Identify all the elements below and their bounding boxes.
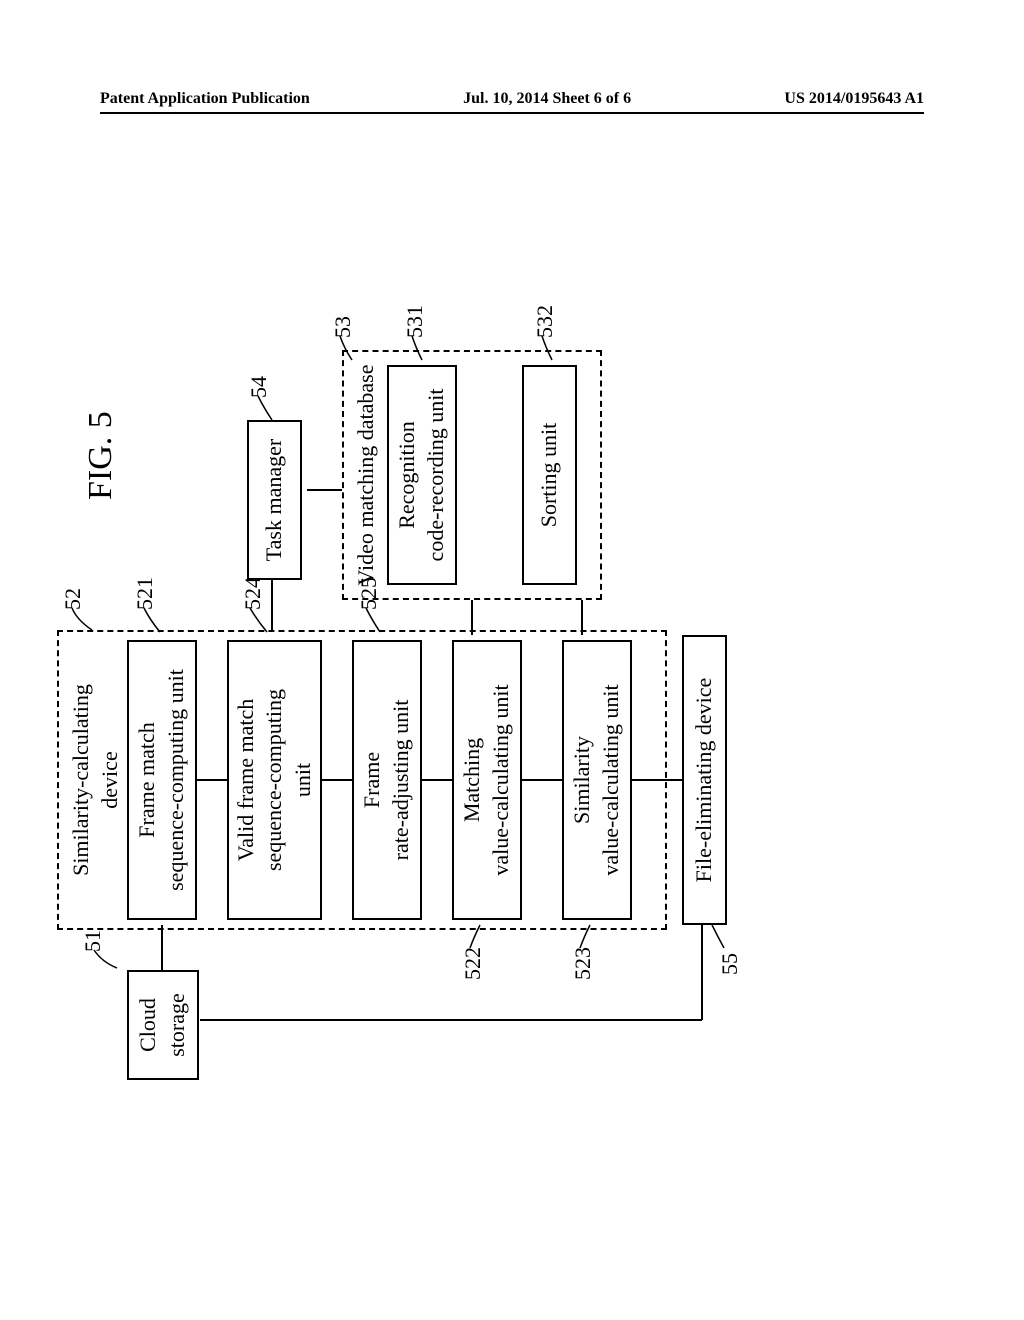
similarity-value-label: Similarityvalue-calculating unit [568,684,625,875]
video-db-label: Video matching database [352,362,381,588]
ref-531: 531 [402,305,428,338]
ref-55: 55 [717,953,743,975]
file-elim-box: File-eliminating device [682,635,727,925]
sorting-label: Sorting unit [535,423,564,528]
frame-rate-label: Framerate-adjusting unit [358,700,415,861]
ref-53: 53 [330,316,356,338]
similarity-value-box: Similarityvalue-calculating unit [562,640,632,920]
valid-frame-match-label: Valid frame matchsequence-computingunit [232,689,318,871]
sorting-box: Sorting unit [522,365,577,585]
ref-524: 524 [240,577,266,610]
similarity-device-label: Similarity-calculatingdevice [67,642,124,918]
cloud-storage-box: Cloudstorage [127,970,199,1080]
ref-532: 532 [532,305,558,338]
recognition-box: Recognitioncode-recording unit [387,365,457,585]
diagram: Cloudstorage 51 Similarity-calculatingde… [22,300,1002,1080]
frame-match-label: Frame matchsequence-computing unit [133,669,190,891]
ref-52: 52 [60,588,86,610]
frame-match-box: Frame matchsequence-computing unit [127,640,197,920]
matching-value-box: Matchingvalue-calculating unit [452,640,522,920]
ref-523: 523 [570,947,596,980]
frame-rate-box: Framerate-adjusting unit [352,640,422,920]
page-header: Patent Application Publication Jul. 10, … [100,90,924,114]
task-manager-label: Task manager [260,439,289,561]
figure-label: FIG. 5 [82,411,120,500]
task-manager-box: Task manager [247,420,302,580]
cloud-storage-label: Cloudstorage [134,993,191,1057]
valid-frame-match-box: Valid frame matchsequence-computingunit [227,640,322,920]
header-center: Jul. 10, 2014 Sheet 6 of 6 [463,90,631,108]
ref-51: 51 [80,930,106,952]
file-elim-label: File-eliminating device [690,678,719,883]
ref-521: 521 [132,577,158,610]
matching-value-label: Matchingvalue-calculating unit [458,684,515,875]
header-left: Patent Application Publication [100,90,310,108]
ref-54: 54 [246,376,272,398]
recognition-label: Recognitioncode-recording unit [393,389,450,562]
header-right: US 2014/0195643 A1 [784,90,924,108]
ref-522: 522 [460,947,486,980]
